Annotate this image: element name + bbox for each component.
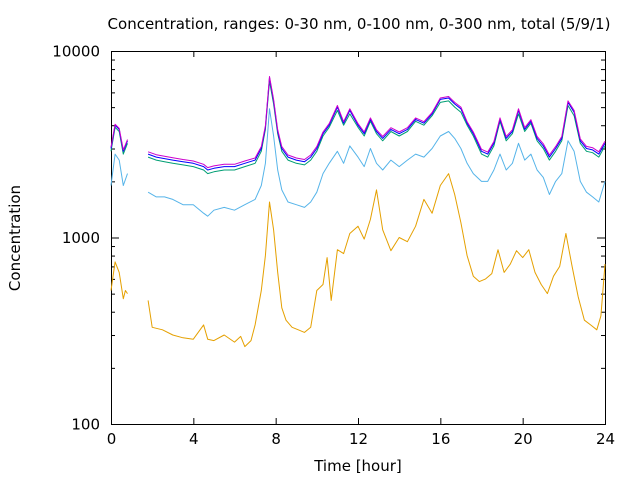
x-axis-ticks: 0 4 8 12 16 20 24 xyxy=(107,51,615,448)
y-axis-ticks: 100 1000 10000 xyxy=(52,43,605,434)
x-tick-label: 24 xyxy=(596,430,615,448)
chart-title: Concentration, ranges: 0-30 nm, 0-100 nm… xyxy=(108,15,611,33)
series-line-2 xyxy=(110,108,606,217)
y-tick-label: 10000 xyxy=(52,43,100,61)
x-tick-label: 12 xyxy=(349,430,368,448)
x-tick-label: 16 xyxy=(431,430,450,448)
y-tick-label: 1000 xyxy=(62,229,100,247)
x-tick-label: 20 xyxy=(514,430,533,448)
x-tick-label: 0 xyxy=(107,430,117,448)
series-line-1 xyxy=(110,173,606,348)
x-tick-label: 4 xyxy=(189,430,199,448)
series-layer xyxy=(110,76,606,348)
x-axis-label: Time [hour] xyxy=(313,457,402,475)
y-tick-label: 100 xyxy=(71,416,100,434)
plot-frame xyxy=(111,51,606,425)
y-axis-label: Concentration xyxy=(6,185,24,291)
x-tick-label: 8 xyxy=(271,430,281,448)
series-line-5 xyxy=(110,76,606,169)
